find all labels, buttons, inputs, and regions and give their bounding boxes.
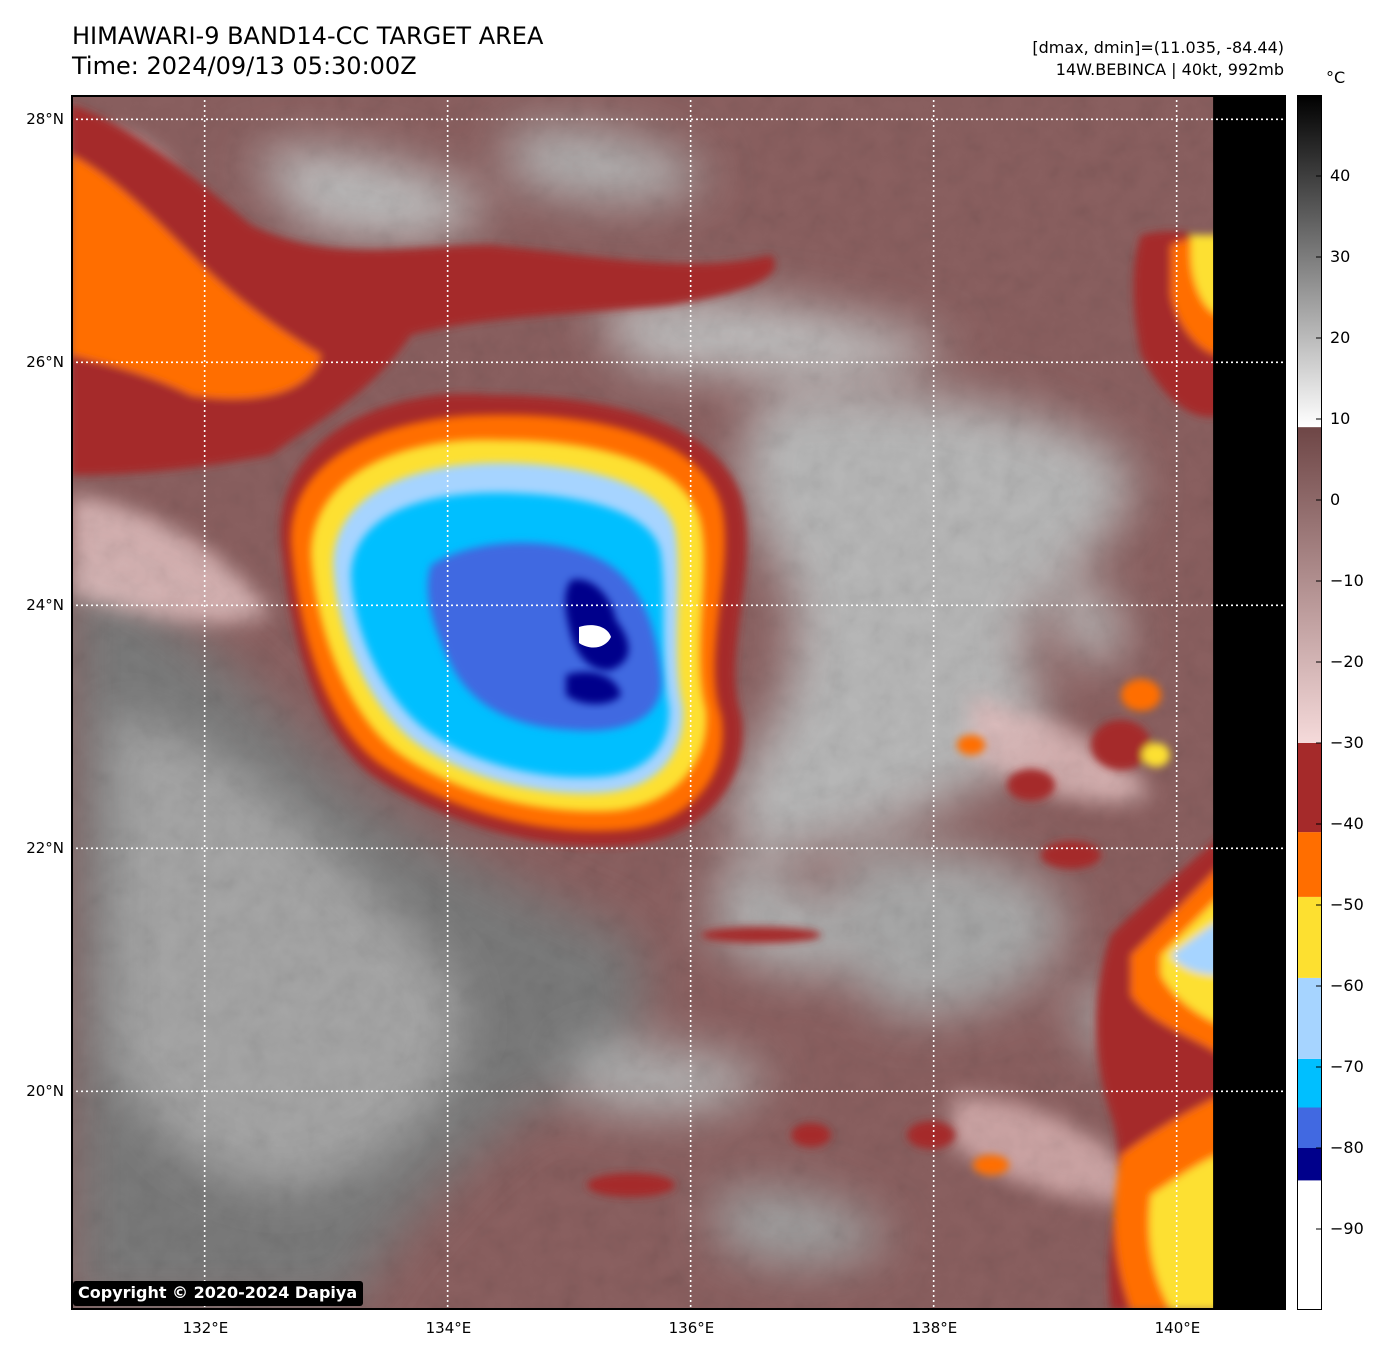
data-range-label: [dmax, dmin]=(11.035, -84.44) [1032,38,1284,57]
north-convection-band [71,105,1221,475]
satellite-map [71,95,1286,1310]
lon-tick-label: 140°E [1154,1319,1201,1337]
no-data-strip [1213,95,1286,1310]
timestamp-title: Time: 2024/09/13 05:30:00Z [72,52,417,80]
copyright-badge: Copyright © 2020-2024 Dapiya [73,1281,364,1306]
lat-tick-label: 26°N [26,353,64,372]
colorbar-tick-label: −30 [1330,733,1364,752]
colorbar-tick-label: −60 [1330,976,1364,995]
storm-core [280,393,747,847]
colorbar-gradient-segment [1297,95,1322,428]
colorbar-band [1297,1058,1322,1108]
lat-tick-label: 28°N [26,110,64,129]
lon-tick-label: 134°E [425,1319,472,1337]
colorbar-tick-label: −10 [1330,571,1364,590]
lat-tick-label: 22°N [26,839,64,858]
colorbar-tick-label: −20 [1330,652,1364,671]
map-frame [71,95,1286,1310]
colorbar-band [1297,743,1322,833]
lon-tick-label: 136°E [668,1319,715,1337]
colorbar-band [1297,1148,1322,1181]
lat-tick-label: 20°N [26,1082,64,1101]
storm-info-label: 14W.BEBINCA | 40kt, 992mb [1055,60,1284,79]
colorbar-tick-label: 10 [1330,409,1351,428]
lon-tick-label: 132°E [182,1319,229,1337]
colorbar-unit: °C [1326,68,1346,87]
satellite-image [71,95,1286,1310]
colorbar-band [1297,977,1322,1059]
colorbar-tick-label: −40 [1330,814,1364,833]
colorbar-tick-label: 20 [1330,328,1351,347]
colorbar-band [1297,896,1322,978]
colorbar-tick-label: −70 [1330,1057,1364,1076]
colorbar-tick-label: 30 [1330,247,1351,266]
colorbar-tick-label: −50 [1330,895,1364,914]
colorbar-band [1297,1180,1322,1310]
colorbar-gradient-segment [1297,427,1322,743]
colorbar [1297,95,1322,1310]
colorbar-tick-label: 40 [1330,166,1351,185]
colorbar-tick-label: −90 [1330,1219,1364,1238]
colorbar-band [1297,1107,1322,1148]
lat-tick-label: 24°N [26,596,64,615]
lon-tick-label: 138°E [911,1319,958,1337]
colorbar-tick-label: −80 [1330,1138,1364,1157]
colorbar-frame [1297,95,1322,1310]
colorbar-band [1297,832,1322,897]
chart-title: HIMAWARI-9 BAND14-CC TARGET AREA [72,22,544,50]
colorbar-tick-label: 0 [1330,490,1341,509]
